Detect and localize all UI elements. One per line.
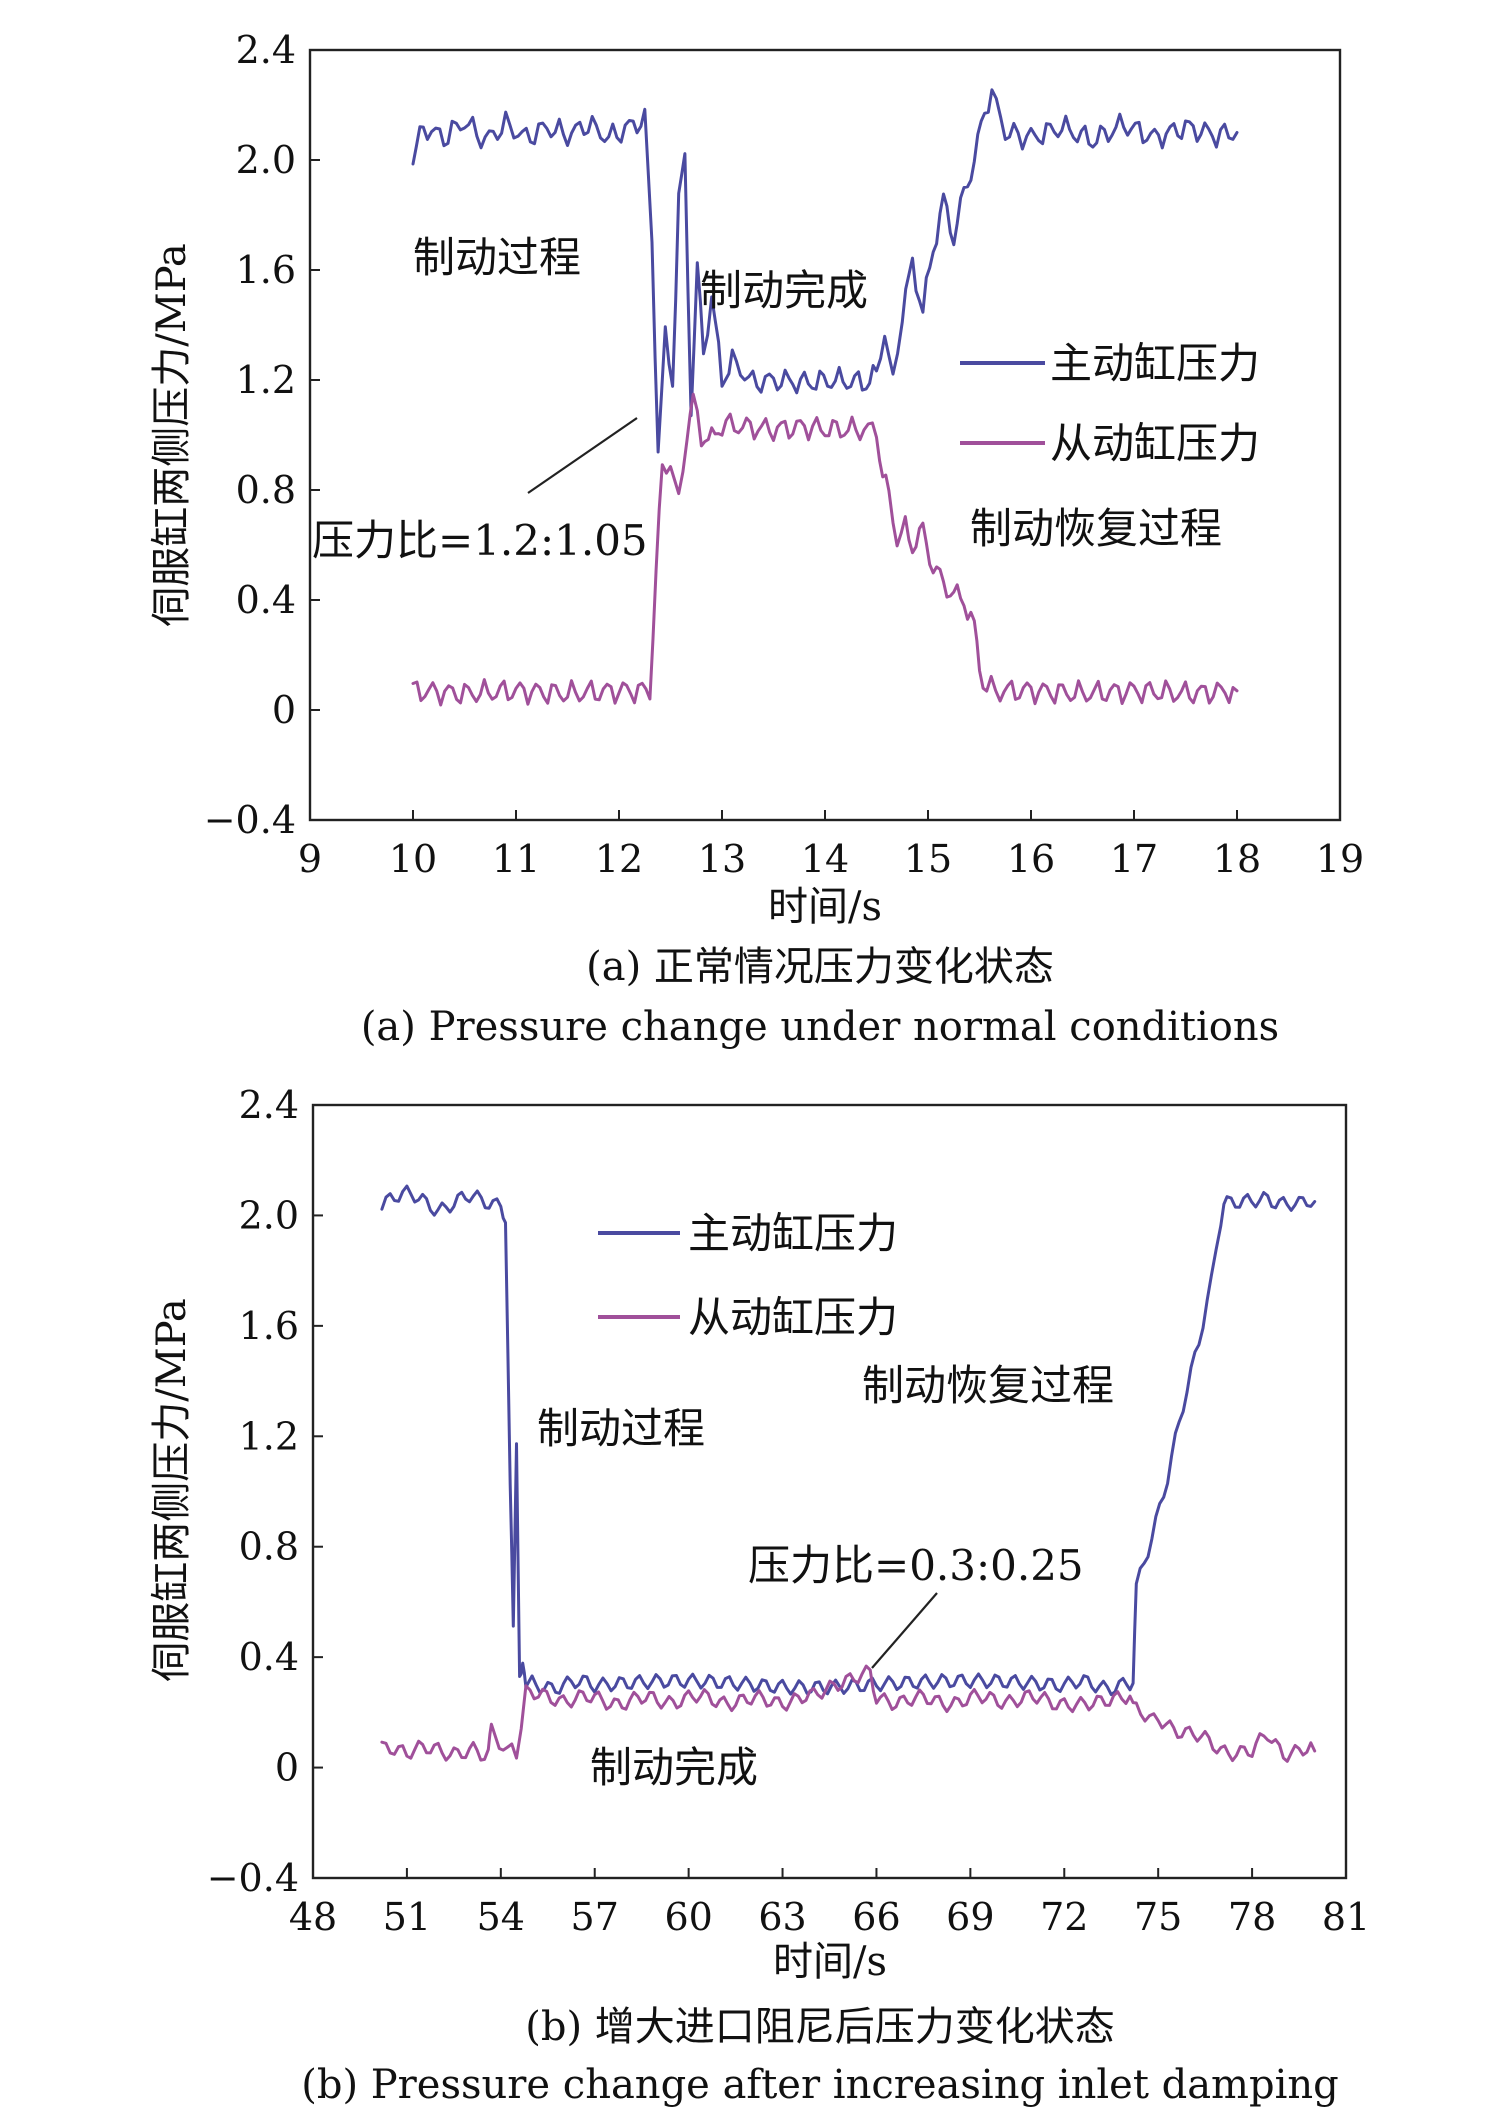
x-tick-label: 54 <box>477 1895 525 1939</box>
chart-a: 9 10 11 12 13 14 15 16 17 18 19 2.4 2.0 1.6 1.2 0.8 0.4… <box>149 28 1364 1050</box>
series-line-master <box>411 88 1239 454</box>
y-tick-label: 2.4 <box>236 28 296 72</box>
y-tick-label: 1.6 <box>239 1304 299 1348</box>
x-tick-label: 12 <box>595 837 643 881</box>
x-tick-label: 10 <box>389 837 437 881</box>
series-line-slave <box>411 392 1239 707</box>
annotation-recovery-b: 制动恢复过程 <box>862 1361 1114 1410</box>
y-ticks-a: 2.4 2.0 1.6 1.2 0.8 0.4 0 −0.4 <box>204 28 320 842</box>
annotation-braking-process-b: 制动过程 <box>537 1404 705 1453</box>
y-tick-label: 2.0 <box>239 1193 299 1237</box>
y-tick-label: 0.4 <box>236 578 296 622</box>
x-tick-label: 15 <box>904 837 952 881</box>
y-axis-title-b: 伺服缸两侧压力/MPa <box>149 1298 195 1681</box>
y-tick-label: 1.6 <box>236 248 296 292</box>
annotation-recovery-a: 制动恢复过程 <box>970 504 1222 553</box>
series-line-slave <box>380 1664 1317 1763</box>
x-tick-label: 17 <box>1110 837 1158 881</box>
y-tick-label: 1.2 <box>239 1414 299 1458</box>
caption-en-b: (b) Pressure change after increasing inl… <box>301 2062 1339 2108</box>
x-tick-label: 81 <box>1322 1895 1370 1939</box>
x-tick-label: 57 <box>571 1895 619 1939</box>
annotation-leader-a <box>527 417 638 494</box>
x-tick-label: 48 <box>289 1895 337 1939</box>
y-tick-label: −0.4 <box>207 1856 299 1900</box>
y-tick-label: −0.4 <box>204 798 296 842</box>
x-tick-label: 18 <box>1213 837 1261 881</box>
annotation-braking-process-a: 制动过程 <box>413 233 581 282</box>
x-tick-label: 75 <box>1134 1895 1182 1939</box>
x-tick-label: 63 <box>758 1895 806 1939</box>
y-tick-label: 2.0 <box>236 138 296 182</box>
y-ticks-b: 2.4 2.0 1.6 1.2 0.8 0.4 0 −0.4 <box>207 1083 323 1900</box>
caption-zh-a: (a) 正常情况压力变化状态 <box>586 944 1054 990</box>
y-tick-label: 0.8 <box>236 468 296 512</box>
caption-zh-b: (b) 增大进口阻尼后压力变化状态 <box>525 2004 1115 2050</box>
y-tick-label: 2.4 <box>239 1083 299 1127</box>
y-tick-label: 0 <box>275 1746 299 1790</box>
legend-label-slave-b: 从动缸压力 <box>688 1293 898 1342</box>
legend-label-master-b: 主动缸压力 <box>688 1209 898 1258</box>
y-axis-title-a: 伺服缸两侧压力/MPa <box>149 243 195 626</box>
y-tick-label: 0.4 <box>239 1635 299 1679</box>
annotation-pressure-ratio-b: 压力比=0.3:0.25 <box>748 1541 1084 1590</box>
legend-label-master-a: 主动缸压力 <box>1050 339 1260 388</box>
x-tick-label: 9 <box>298 837 322 881</box>
legend-label-slave-a: 从动缸压力 <box>1050 419 1260 468</box>
x-tick-label: 16 <box>1007 837 1055 881</box>
x-tick-label: 13 <box>698 837 746 881</box>
chart-b: 48 51 54 57 60 63 66 69 72 75 78 81 2.4 2.0 1.6 1.2 0.8… <box>149 1083 1370 2108</box>
x-tick-label: 19 <box>1316 837 1364 881</box>
x-axis-title-a: 时间/s <box>768 884 882 930</box>
series-line-master <box>380 1184 1317 1697</box>
x-tick-label: 60 <box>664 1895 712 1939</box>
annotation-braking-complete-b: 制动完成 <box>590 1743 758 1792</box>
series-group-a <box>411 88 1239 707</box>
x-tick-label: 69 <box>946 1895 994 1939</box>
y-tick-label: 0.8 <box>239 1525 299 1569</box>
x-tick-label: 66 <box>852 1895 900 1939</box>
x-ticks-a: 9 10 11 12 13 14 15 16 17 18 19 <box>298 810 1364 881</box>
x-axis-title-b: 时间/s <box>773 1939 887 1985</box>
x-tick-label: 78 <box>1228 1895 1276 1939</box>
y-tick-label: 0 <box>272 688 296 732</box>
annotation-braking-complete-a: 制动完成 <box>700 266 868 315</box>
annotation-pressure-ratio-a: 压力比=1.2:1.05 <box>312 516 648 565</box>
caption-en-a: (a) Pressure change under normal conditi… <box>361 1004 1279 1050</box>
x-tick-label: 11 <box>492 837 540 881</box>
x-tick-label: 51 <box>383 1895 431 1939</box>
plot-frame-b <box>311 1103 1348 1880</box>
annotation-leader-b-line <box>871 1592 938 1669</box>
y-tick-label: 1.2 <box>236 358 296 402</box>
series-group-b <box>380 1184 1317 1763</box>
x-ticks-b: 48 51 54 57 60 63 66 69 72 75 78 81 <box>289 1868 1370 1939</box>
x-tick-label: 72 <box>1040 1895 1088 1939</box>
x-tick-label: 14 <box>801 837 849 881</box>
